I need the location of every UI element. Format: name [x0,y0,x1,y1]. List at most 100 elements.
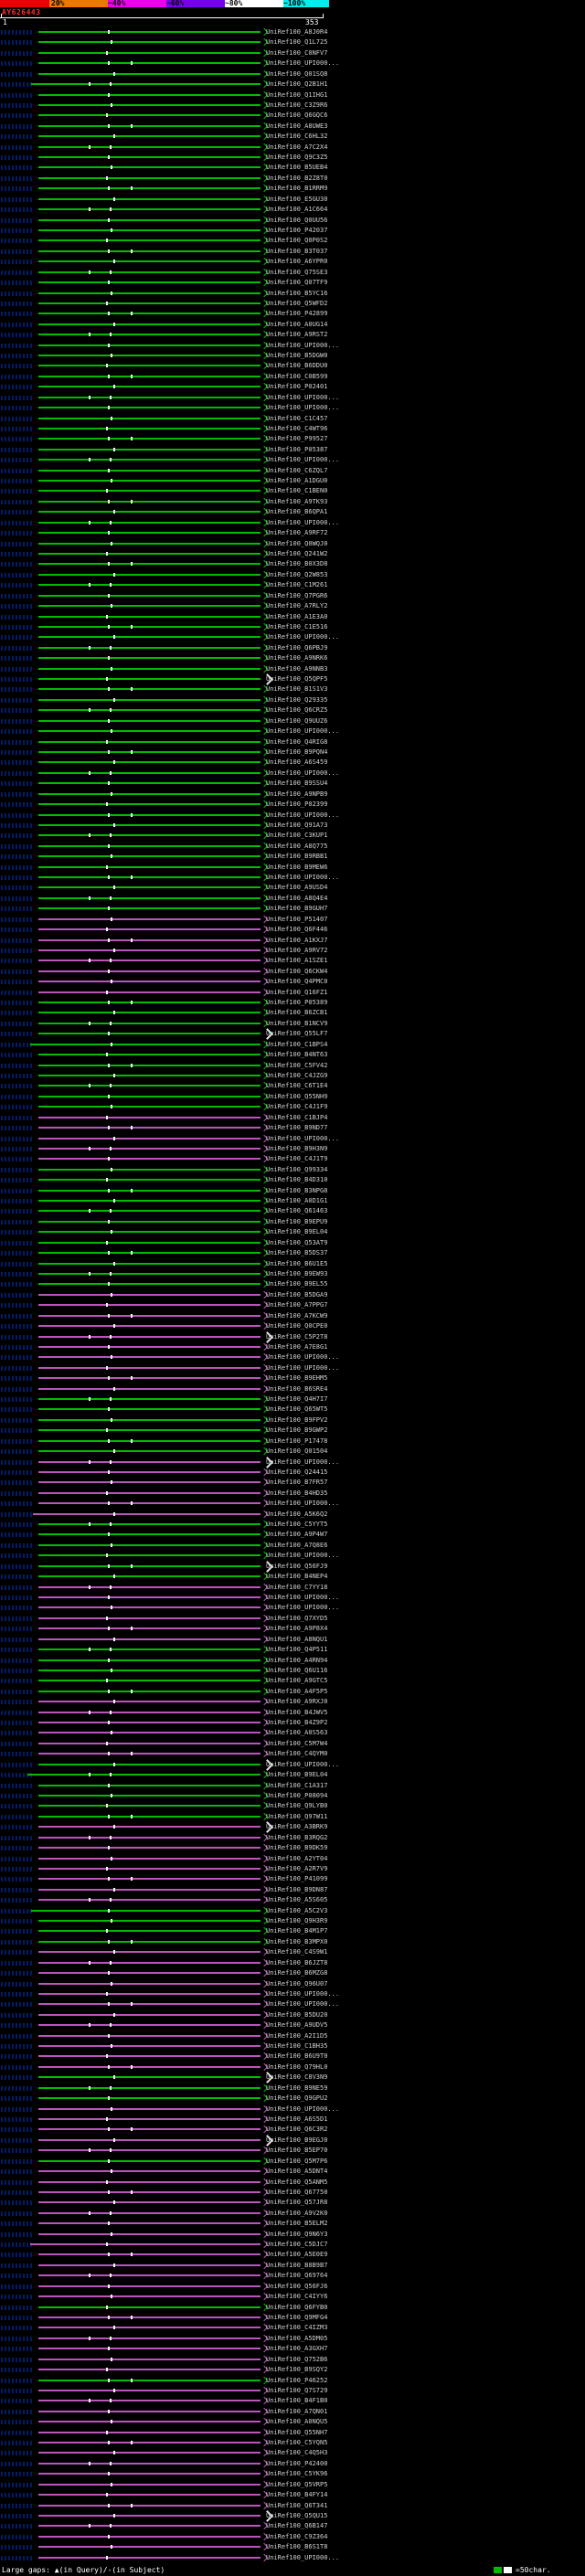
hit-accession-label[interactable]: UniRef100_C5DJC7 [266,2241,328,2249]
hit-accession-label[interactable]: UniRef100_A8Q4E4 [266,894,328,902]
hit-accession-label[interactable]: UniRef100_A1E3A0 [266,612,328,620]
hit-accession-label[interactable]: UniRef100_A3BRK9 [266,1823,328,1831]
hit-accession-label[interactable]: UniRef100_UPI000... [266,874,340,882]
alignment-bar[interactable] [38,938,261,941]
hit-accession-label[interactable]: UniRef100_A5DM05 [266,2334,328,2342]
hit-accession-label[interactable]: UniRef100_B6DDU0 [266,362,328,370]
alignment-bar[interactable] [38,2473,261,2475]
alignment-bar[interactable] [38,1992,261,1995]
alignment-bar[interactable] [38,2483,261,2486]
alignment-bar[interactable] [38,2421,261,2423]
hit-accession-label[interactable]: UniRef100_Q5QU15 [266,2511,328,2519]
hit-accession-label[interactable]: UniRef100_Q57JR8 [266,2199,328,2207]
hit-accession-label[interactable]: UniRef100_B4JWV5 [266,1708,328,1716]
alignment-bar[interactable] [38,1064,261,1066]
hit-accession-label[interactable]: UniRef100_A6S5D1 [266,2115,328,2123]
hit-accession-label[interactable]: UniRef100_Q7XYD5 [266,1614,328,1622]
alignment-bar[interactable] [38,2400,261,2402]
hit-accession-label[interactable]: UniRef100_UPI000... [266,404,340,412]
alignment-bar[interactable] [38,876,261,879]
alignment-bar[interactable] [38,646,261,649]
alignment-bar[interactable] [38,1753,261,1755]
alignment-bar[interactable] [38,844,261,847]
hit-accession-label[interactable]: UniRef100_B6U9T0 [266,2052,328,2061]
alignment-bar[interactable] [30,1043,261,1045]
hit-accession-label[interactable]: UniRef100_C4IZM3 [266,2324,328,2332]
hit-accession-label[interactable]: UniRef100_A9RST2 [266,331,328,339]
hit-accession-label[interactable]: UniRef100_C1M261 [266,581,328,589]
hit-accession-label[interactable]: UniRef100_P42037 [266,226,328,234]
alignment-bar[interactable] [38,2348,261,2350]
hit-accession-label[interactable]: UniRef100_B4M1P7 [266,1927,328,1935]
hit-accession-label[interactable]: UniRef100_B9EL04 [266,1228,328,1236]
alignment-bar[interactable] [38,1095,261,1097]
alignment-bar[interactable] [38,469,261,472]
alignment-bar[interactable] [38,302,261,304]
alignment-bar[interactable] [38,2211,261,2214]
alignment-bar[interactable] [38,1220,261,1223]
alignment-bar[interactable] [38,511,261,514]
hit-accession-label[interactable]: UniRef100_A2R7V9 [266,1864,328,1872]
alignment-bar[interactable] [38,949,261,951]
alignment-bar[interactable] [38,1826,261,1829]
hit-accession-label[interactable]: UniRef100_B4F1B0 [266,2397,328,2405]
hit-accession-label[interactable]: UniRef100_C4JZG9 [266,1072,328,1079]
hit-accession-label[interactable]: UniRef100_Q55NH9 [266,1092,328,1100]
hit-accession-label[interactable]: UniRef100_Q9H3R9 [266,1917,328,1925]
hit-accession-label[interactable]: UniRef100_A9TK93 [266,497,328,505]
alignment-bar[interactable] [38,2525,261,2528]
alignment-bar[interactable] [38,490,261,493]
alignment-bar[interactable] [38,553,261,555]
hit-accession-label[interactable]: UniRef100_Q4P511 [266,1646,328,1654]
hit-accession-label[interactable]: UniRef100_B1S1V3 [266,685,328,694]
alignment-bar[interactable] [38,114,261,117]
hit-accession-label[interactable]: UniRef100_B3RQG2 [266,1833,328,1841]
hit-accession-label[interactable]: UniRef100_A8UWE3 [266,122,328,130]
hit-accession-label[interactable]: UniRef100_B9EL55 [266,1280,328,1288]
hit-accession-label[interactable]: UniRef100_Q4H7I7 [266,1395,328,1404]
hit-accession-label[interactable]: UniRef100_Q6B147 [266,2522,328,2530]
alignment-bar[interactable] [38,355,261,357]
hit-accession-label[interactable]: UniRef100_UPI000... [266,727,340,736]
alignment-bar[interactable] [38,625,261,628]
alignment-bar[interactable] [38,917,261,920]
hit-accession-label[interactable]: UniRef100_B4NEP4 [266,1573,328,1581]
alignment-bar[interactable] [38,2232,261,2235]
hit-accession-label[interactable]: UniRef100_B3T037 [266,247,328,255]
hit-accession-label[interactable]: UniRef100_Q4RIG8 [266,737,328,746]
alignment-bar[interactable] [38,2379,261,2381]
alignment-bar[interactable] [38,792,261,795]
hit-accession-label[interactable]: UniRef100_B8B9B7 [266,2261,328,2269]
alignment-bar[interactable] [38,1617,261,1619]
alignment-bar[interactable] [38,1742,261,1744]
alignment-bar[interactable] [38,1638,261,1640]
hit-accession-label[interactable]: UniRef100_B2Z8T0 [266,174,328,182]
alignment-bar[interactable] [38,2389,261,2391]
alignment-bar[interactable] [38,1272,261,1275]
alignment-bar[interactable] [38,1982,261,1985]
alignment-bar[interactable] [38,2149,261,2152]
hit-accession-label[interactable]: UniRef100_Q6C3R2 [266,2125,328,2134]
hit-accession-label[interactable]: UniRef100_Q752B6 [266,2355,328,2363]
alignment-bar[interactable] [38,417,261,419]
hit-accession-label[interactable]: UniRef100_B5DGW0 [266,352,328,360]
hit-accession-label[interactable]: UniRef100_UPI000... [266,1500,340,1508]
hit-accession-label[interactable]: UniRef100_B9NE59 [266,2083,328,2092]
alignment-bar[interactable] [38,750,261,753]
alignment-bar[interactable] [38,761,261,764]
hit-accession-label[interactable]: UniRef100_A6YPR0 [266,258,328,266]
hit-accession-label[interactable]: UniRef100_Q0P0S2 [266,237,328,245]
alignment-bar[interactable] [38,1794,261,1797]
alignment-bar[interactable] [38,594,261,597]
hit-accession-label[interactable]: UniRef100_Q24415 [266,1468,328,1476]
alignment-bar[interactable] [38,698,261,701]
alignment-bar[interactable] [38,1627,261,1630]
hit-accession-label[interactable]: UniRef100_Q16FZ1 [266,988,328,996]
alignment-bar[interactable] [38,521,261,524]
hit-accession-label[interactable]: UniRef100_Q55NH7 [266,2428,328,2436]
hit-accession-label[interactable]: UniRef100_Q9UUZ6 [266,716,328,725]
alignment-bar[interactable] [38,1418,261,1421]
alignment-bar[interactable] [38,1867,261,1870]
hit-accession-label[interactable]: UniRef100_A5K6Q2 [266,1510,328,1518]
hit-accession-label[interactable]: UniRef100_B9GWP2 [266,1426,328,1435]
